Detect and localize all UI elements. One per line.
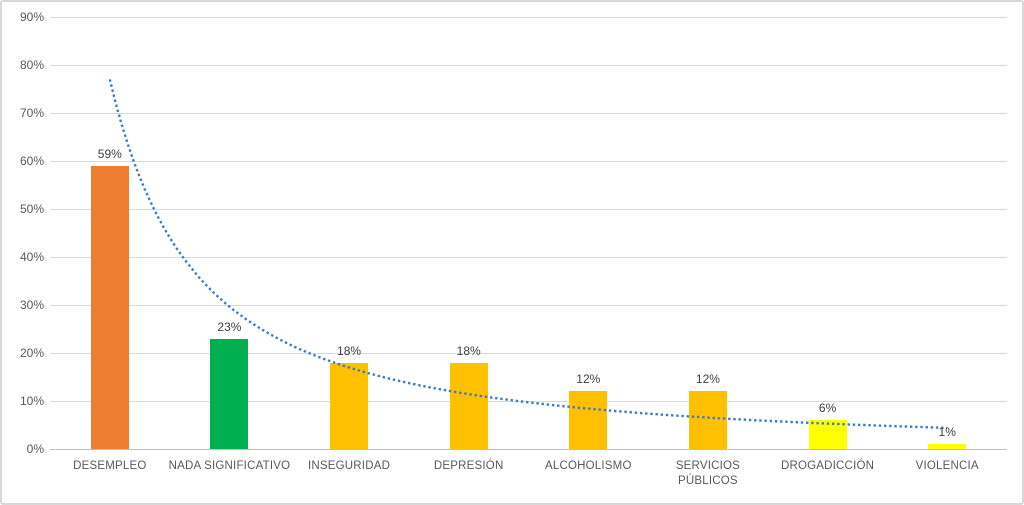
bar-drogadicci-n [808, 420, 847, 449]
y-axis-tick-label: 20% [19, 346, 44, 360]
y-axis-tick-label: 0% [26, 442, 44, 456]
category-label: DESEMPLEO [73, 460, 147, 472]
gridline [50, 257, 1007, 258]
bar-alcoholismo [569, 391, 608, 449]
data-label: 6% [818, 401, 837, 415]
category-label: ALCOHOLISMO [545, 460, 632, 472]
data-label: 12% [576, 372, 601, 386]
bar-depresi-n [449, 363, 488, 449]
category-label: DROGADICCIÓN [780, 460, 875, 472]
y-axis-tick-label: 80% [19, 58, 44, 72]
y-axis-tick-label: 90% [19, 10, 44, 24]
y-axis-tick-label: 50% [19, 202, 44, 216]
x-axis-line [50, 449, 1007, 450]
y-axis-tick-label: 60% [19, 154, 44, 168]
category-label: VIOLENCIA [915, 460, 979, 472]
data-label: 18% [456, 344, 481, 358]
bar-nada-significativo [210, 339, 249, 449]
gridline [50, 65, 1007, 66]
gridline [50, 113, 1007, 114]
y-axis-tick-label: 10% [19, 394, 44, 408]
y-axis-tick-label: 40% [19, 250, 44, 264]
gridline [50, 353, 1007, 354]
data-label: 59% [97, 147, 122, 161]
category-label: SERVICIOS PÚBLICOS [675, 460, 741, 487]
data-label: 18% [337, 344, 362, 358]
y-axis-tick-label: 30% [19, 298, 44, 312]
gridline [50, 401, 1007, 402]
category-label: DEPRESIÓN [433, 460, 504, 472]
category-label: NADA SIGNIFICATIVO [168, 460, 291, 472]
bar-desempleo [90, 166, 129, 449]
gridline [50, 209, 1007, 210]
bar-inseguridad [330, 363, 369, 449]
bar-violencia [928, 444, 967, 449]
data-label: 12% [695, 372, 720, 386]
bar-servicios-p-blicos [688, 391, 727, 449]
category-label: INSEGURIDAD [308, 460, 391, 472]
data-label: 23% [217, 320, 242, 334]
y-axis-tick-label: 70% [19, 106, 44, 120]
gridline [50, 17, 1007, 18]
gridline [50, 161, 1007, 162]
gridline [50, 305, 1007, 306]
data-label: 1% [938, 425, 956, 439]
